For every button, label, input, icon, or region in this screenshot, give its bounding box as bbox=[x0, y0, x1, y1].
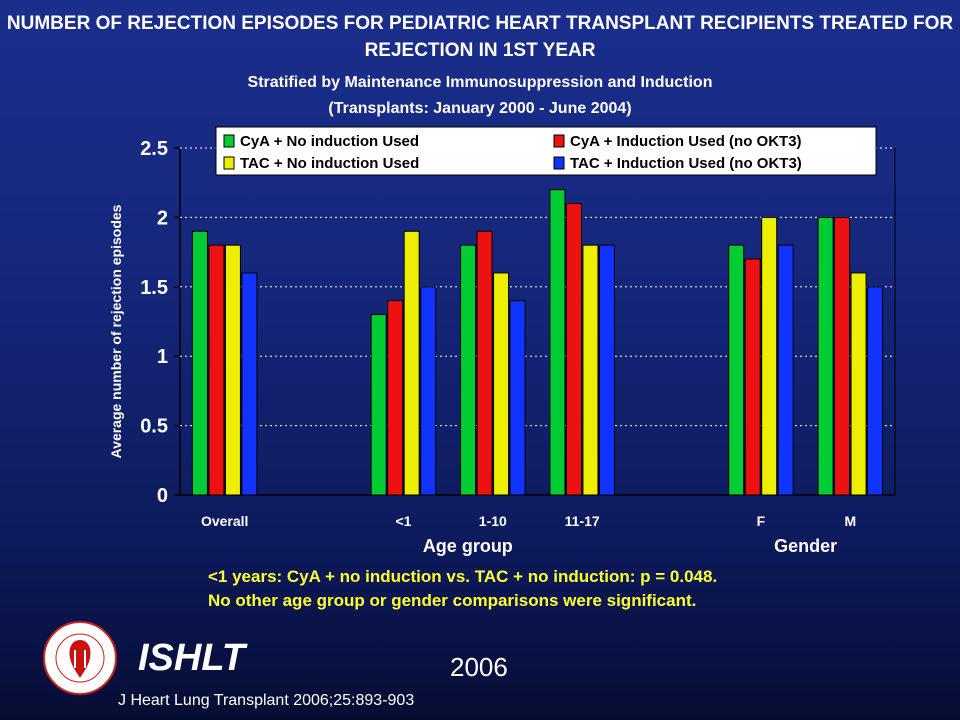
bar bbox=[460, 244, 477, 496]
y-tick-label: 1 bbox=[157, 346, 168, 368]
bar bbox=[549, 189, 566, 496]
bar bbox=[834, 216, 851, 496]
bar bbox=[403, 230, 420, 496]
ishlt-logo bbox=[43, 621, 117, 695]
legend-label: TAC + No induction Used bbox=[240, 155, 419, 172]
y-tick-label: 2.5 bbox=[140, 138, 168, 160]
bar bbox=[370, 314, 387, 496]
bar bbox=[777, 244, 794, 496]
x-tick-label: <1 bbox=[395, 513, 411, 529]
bar bbox=[493, 272, 510, 496]
y-tick-label: 2 bbox=[157, 207, 168, 229]
x-tick-label: M bbox=[844, 513, 856, 529]
bar bbox=[387, 300, 404, 496]
bar bbox=[565, 203, 582, 496]
subtitle-line-1: Stratified by Maintenance Immunosuppress… bbox=[247, 74, 713, 91]
bar bbox=[761, 216, 778, 496]
bar bbox=[598, 244, 615, 496]
bar bbox=[744, 258, 761, 496]
legend-box bbox=[215, 126, 877, 176]
bar bbox=[241, 272, 258, 496]
x-tick-label: F bbox=[757, 513, 766, 529]
brand-text: ISHLT bbox=[138, 637, 245, 679]
x-group-label: Age group bbox=[423, 536, 513, 556]
legend-label: CyA + Induction Used (no OKT3) bbox=[570, 133, 802, 150]
bar bbox=[817, 216, 834, 496]
year-text: 2006 bbox=[450, 652, 508, 682]
bar bbox=[728, 244, 745, 496]
bar bbox=[420, 286, 437, 496]
x-tick-label: 1-10 bbox=[479, 513, 507, 529]
legend-swatch bbox=[223, 156, 235, 170]
x-tick-label: 11-17 bbox=[565, 513, 600, 529]
bar bbox=[191, 230, 208, 496]
bar bbox=[208, 244, 225, 496]
y-tick-label: 1.5 bbox=[140, 277, 168, 299]
chart-title: NUMBER OF REJECTION EPISODES FOR PEDIATR… bbox=[6, 13, 954, 61]
y-axis-label: Average number of rejection episodes bbox=[108, 204, 124, 458]
chart-subtitle: Stratified by Maintenance Immunosuppress… bbox=[0, 70, 960, 122]
bar-chart: 0 0.5 1 1.5 2 2.5 Average number of rejection … bbox=[108, 126, 896, 556]
bar bbox=[867, 286, 884, 496]
x-tick-label: Overall bbox=[201, 513, 248, 529]
legend-swatch bbox=[223, 134, 235, 148]
legend-label: CyA + No induction Used bbox=[240, 133, 419, 150]
note-line-1: <1 years: CyA + no induction vs. TAC + n… bbox=[208, 567, 718, 586]
legend-label: TAC + Induction Used (no OKT3) bbox=[570, 155, 802, 172]
x-group-label: Gender bbox=[774, 536, 837, 556]
legend-swatch bbox=[553, 134, 565, 148]
citation-text: J Heart Lung Transplant 2006;25:893-903 bbox=[118, 692, 415, 709]
y-tick-label: 0 bbox=[157, 485, 168, 507]
note-line-2: No other age group or gender comparisons… bbox=[208, 591, 697, 610]
y-tick-label: 0.5 bbox=[140, 416, 168, 438]
bar bbox=[509, 300, 526, 496]
bar bbox=[850, 272, 867, 496]
bar bbox=[476, 230, 493, 496]
significance-note: <1 years: CyA + no induction vs. TAC + n… bbox=[208, 565, 717, 613]
subtitle-line-2: (Transplants: January 2000 - June 2004) bbox=[328, 100, 632, 117]
legend-swatch bbox=[553, 156, 565, 170]
bar bbox=[582, 244, 599, 496]
bar bbox=[224, 244, 241, 496]
